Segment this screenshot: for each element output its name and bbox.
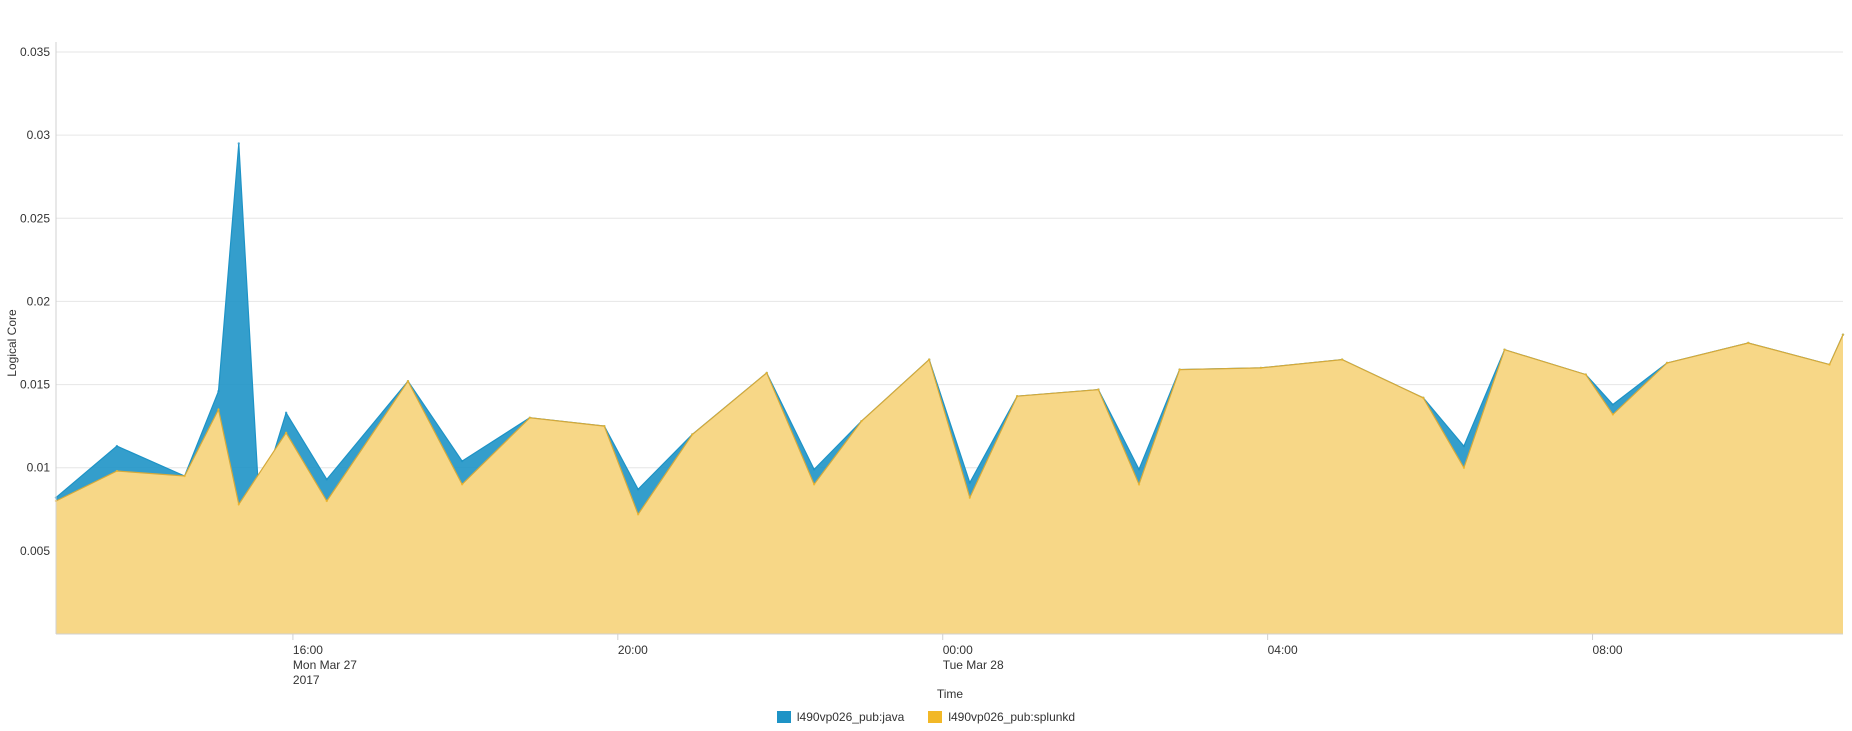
data-point-splunkd bbox=[1462, 466, 1466, 469]
data-point-java bbox=[284, 411, 288, 415]
data-point-splunkd bbox=[636, 513, 640, 516]
legend-item-splunkd[interactable]: l490vp026_pub:splunkd bbox=[928, 710, 1075, 724]
data-point-splunkd bbox=[927, 358, 931, 361]
data-point-splunkd bbox=[1422, 396, 1425, 400]
y-tick-label: 0.02 bbox=[27, 294, 51, 308]
y-axis-title: Logical Core bbox=[5, 309, 19, 377]
y-tick-label: 0.03 bbox=[27, 128, 51, 142]
x-tick-label: 00:00 bbox=[943, 643, 973, 657]
data-point-splunkd bbox=[1747, 341, 1750, 345]
legend-label-splunkd: l490vp026_pub:splunkd bbox=[948, 710, 1076, 724]
x-tick-label: 20:00 bbox=[618, 643, 648, 657]
y-tick-label: 0.015 bbox=[20, 378, 50, 392]
data-point-splunkd bbox=[1584, 373, 1587, 376]
legend: l490vp026_pub:java l490vp026_pub:splunkd bbox=[0, 710, 1852, 724]
data-point-splunkd bbox=[691, 433, 694, 436]
data-point-java bbox=[115, 444, 119, 448]
data-point-splunkd bbox=[1097, 388, 1100, 391]
data-point-splunkd bbox=[1611, 413, 1615, 416]
data-point-splunkd bbox=[1137, 483, 1141, 486]
x-tick-label: 08:00 bbox=[1593, 643, 1623, 657]
data-point-splunkd bbox=[860, 419, 863, 423]
data-point-java bbox=[636, 488, 640, 491]
data-point-splunkd bbox=[1828, 363, 1831, 366]
data-point-splunkd bbox=[968, 496, 972, 499]
data-point-splunkd bbox=[406, 380, 410, 383]
data-point-splunkd bbox=[183, 474, 186, 478]
data-point-java bbox=[325, 478, 328, 481]
y-tick-label: 0.025 bbox=[20, 211, 50, 225]
x-tick-label: Tue Mar 28 bbox=[943, 658, 1004, 672]
area-chart: 0.005 0.01 0.015 0.02 0.025 0.03 0.035 16:00Mo… bbox=[5, 42, 1845, 701]
data-point-splunkd bbox=[528, 416, 532, 420]
data-point-splunkd bbox=[1178, 368, 1181, 371]
data-point-splunkd bbox=[217, 408, 220, 411]
legend-label-java: l490vp026_pub:java bbox=[796, 710, 905, 724]
y-tick-label: 0.035 bbox=[20, 45, 50, 59]
data-point-java bbox=[1611, 403, 1615, 406]
data-point-splunkd bbox=[237, 503, 240, 506]
data-point-java bbox=[812, 468, 816, 471]
y-tick-label: 0.01 bbox=[27, 461, 51, 475]
legend-item-java[interactable]: l490vp026_pub:java bbox=[776, 710, 905, 724]
data-point-splunkd bbox=[1503, 348, 1506, 351]
x-tick-label: 04:00 bbox=[1268, 643, 1298, 657]
data-point-splunkd bbox=[1841, 333, 1845, 336]
x-tick-label: 2017 bbox=[293, 673, 320, 687]
data-point-splunkd bbox=[603, 424, 606, 428]
data-point-splunkd bbox=[812, 483, 816, 486]
data-point-splunkd bbox=[1665, 361, 1669, 365]
x-tick-label: 16:00 bbox=[293, 643, 323, 657]
data-point-java bbox=[237, 142, 240, 145]
data-point-splunkd bbox=[1015, 395, 1019, 398]
data-point-splunkd bbox=[460, 483, 464, 486]
legend-swatch-java bbox=[776, 711, 791, 723]
x-tick-label: Mon Mar 27 bbox=[293, 658, 357, 672]
series-area-splunkd bbox=[56, 334, 1843, 634]
data-point-java bbox=[1137, 468, 1141, 471]
data-point-java bbox=[968, 481, 972, 484]
data-point-splunkd bbox=[284, 431, 288, 434]
data-point-splunkd bbox=[1340, 358, 1344, 361]
y-tick-label: 0.005 bbox=[20, 544, 50, 558]
legend-swatch-splunkd bbox=[928, 711, 943, 723]
data-point-splunkd bbox=[765, 371, 768, 375]
y-axis: 0.005 0.01 0.015 0.02 0.025 0.03 0.035 bbox=[20, 42, 57, 634]
data-point-splunkd bbox=[325, 499, 328, 503]
x-axis-title: Time bbox=[937, 687, 964, 701]
data-point-java bbox=[460, 459, 464, 463]
data-point-splunkd bbox=[1259, 366, 1263, 370]
data-point-splunkd bbox=[115, 469, 119, 473]
data-point-java bbox=[1462, 444, 1466, 448]
series-layer bbox=[54, 142, 1845, 634]
data-point-java bbox=[217, 390, 220, 393]
